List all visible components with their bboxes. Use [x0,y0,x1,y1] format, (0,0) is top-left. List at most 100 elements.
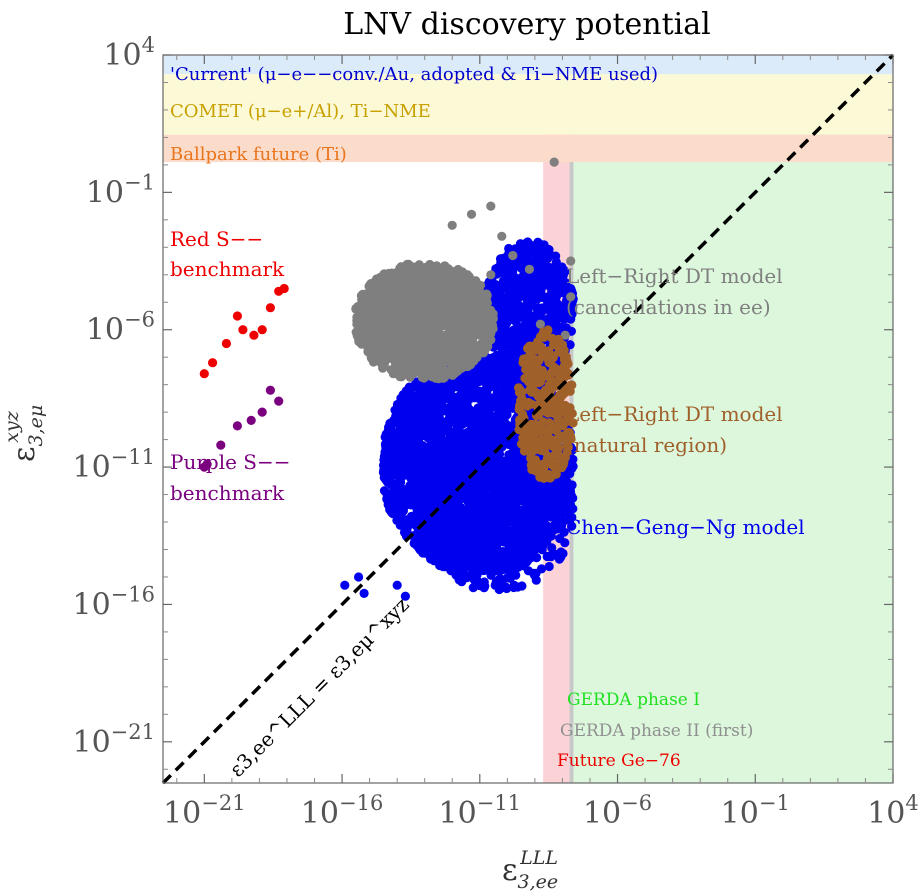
series-2-point [407,430,417,440]
series-2-point [520,239,530,249]
series-2-point [425,387,435,398]
series-2-point [485,562,495,572]
series-2-point [426,413,436,423]
series-2-point [518,308,528,318]
series-2-point [424,442,434,452]
series-2-point [408,393,418,403]
series-2-point [495,400,505,410]
series-2-point [558,501,568,511]
series-2-point [517,519,527,529]
series-2-point [547,491,557,501]
series-2-point [504,289,515,299]
series-1-point [232,421,242,431]
series-2-point [393,415,403,425]
series-2-point [547,543,557,553]
series-2-point [493,262,503,273]
series-2-point [525,531,536,541]
series-2-point [418,548,428,558]
series-0-point [279,283,289,294]
series-2-point [354,572,364,582]
series-2-point [545,306,555,316]
series-2-point [456,510,466,520]
series-2-point [392,580,402,590]
series-2-point [525,510,535,520]
series-2-point [542,551,552,562]
series-2-point [469,575,479,585]
series-2-point [562,476,572,486]
series-2-point [432,546,443,556]
series-2-point [435,418,446,428]
series-2-point [534,533,544,543]
series-2-point [532,304,543,314]
series-2-point [449,463,459,473]
series-2-point [482,527,492,538]
series-2-point [518,256,528,266]
series-2-point [488,458,498,468]
series-2-point [537,545,547,555]
series-2-point [398,515,408,525]
series-2-point [559,287,569,297]
series-2-point [476,494,486,504]
series-2-point [485,411,495,421]
series-2-point [524,500,534,510]
series-2-point [423,500,433,510]
series-2-point [555,489,566,499]
series-2-point [523,249,533,259]
series-1-point [216,440,226,450]
series-2-point [499,390,509,400]
series-2-point [381,443,391,453]
series-2-point [460,518,470,528]
series-1-point [274,396,284,406]
series-2-point [538,292,548,303]
series-0-point [208,358,218,368]
series-2-point [567,512,577,522]
series-2-point [492,411,502,421]
series-2-point [359,588,369,599]
series-2-point [385,502,395,512]
series-2-point [490,284,500,294]
series-1-point [202,459,212,469]
series-2-point [482,535,492,545]
series-2-point [472,514,483,525]
series-2-point [495,521,505,532]
series-2-point [447,391,457,401]
series-2-point [384,474,394,484]
series-2-point [433,483,443,494]
series-2-point [552,277,562,287]
series-2-point [537,518,547,528]
series-2-point [504,461,514,471]
series-2-point [489,352,499,362]
series-2-point [390,491,401,501]
series-2-point [402,524,412,534]
series-2-point [544,561,554,572]
series-2-point [465,440,475,450]
series-2-point [477,440,488,450]
series-2-point [382,494,392,504]
series-2-point [488,380,498,390]
series-0-point [199,369,209,379]
series-0-point [265,303,275,313]
series-2-point [465,405,475,415]
series-2-point [465,489,475,499]
series-2-point [403,421,413,431]
series-2-point [530,519,540,530]
series-2-point [531,575,541,585]
series-2-point [474,540,484,551]
series-2-point [459,452,469,462]
series-2-point [457,414,467,424]
series-2-point [511,317,521,327]
series-2-point [505,536,515,547]
series-2-point [390,445,400,455]
series-2-point [471,556,481,566]
series-2-point [387,420,397,430]
hband-1 [163,74,893,135]
series-2-point [468,462,478,472]
series-2-point [479,480,489,490]
series-2-point [451,544,462,554]
series-2-point [511,306,521,316]
series-2-point [473,403,483,413]
series-2-point [487,512,497,522]
series-2-point [565,311,575,321]
series-2-point [416,430,426,440]
